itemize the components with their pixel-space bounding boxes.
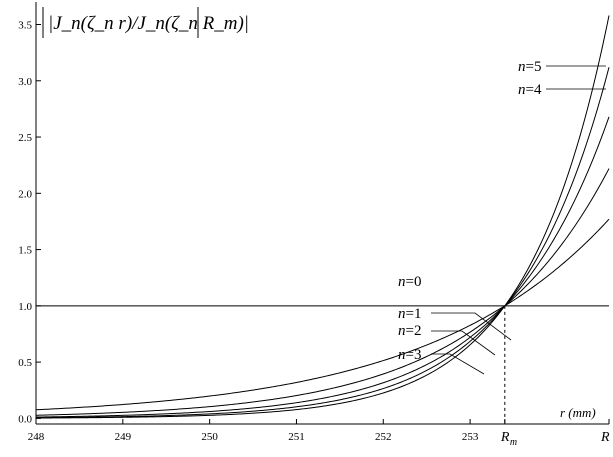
- series-line: [35, 218, 610, 411]
- y-tick-label: 3.5: [18, 20, 32, 32]
- series-label: n=5: [518, 59, 541, 75]
- x-tick-label: 251: [288, 431, 305, 443]
- series-line: [35, 116, 610, 418]
- x-special-tick-subscript: m: [510, 437, 517, 448]
- x-special-tick-label: R: [600, 430, 610, 445]
- x-axis-label: r (mm): [560, 405, 596, 420]
- x-tick-label: 249: [115, 431, 132, 443]
- y-tick-label: 1.0: [18, 301, 32, 313]
- y-ticks: 0.0 0.5 1.0 1.5 2.0 2.5 3.0 3.5: [18, 20, 41, 425]
- x-special-tick-label: R: [500, 430, 510, 445]
- x-tick-label: 248: [28, 431, 45, 443]
- y-tick-label: 1.5: [18, 245, 32, 257]
- leader-line: [431, 330, 496, 356]
- series-label: n=4: [518, 82, 542, 98]
- y-tick-label: 2.0: [18, 188, 32, 200]
- leader-line: [431, 312, 512, 341]
- series-label: n=2: [398, 323, 421, 339]
- y-tick-label: 0.5: [18, 357, 32, 369]
- y-tick-label: 2.5: [18, 132, 32, 144]
- y-tick-label: 3.0: [18, 76, 32, 88]
- series-line: [35, 15, 610, 419]
- y-axis-label: |J_n(ζ_n r)/J_n(ζ_n R_m)|: [48, 13, 249, 34]
- series-line: [35, 67, 610, 419]
- series-curves: [35, 15, 610, 424]
- series-label: n=0: [398, 274, 421, 290]
- y-tick-label: 0.0: [18, 413, 32, 425]
- x-tick-label: 253: [462, 431, 479, 443]
- series-labels: n=0 n=1n=2 n=3 n=4 n=5: [398, 59, 542, 363]
- y-axis-title: |J_n(ζ_n r)/J_n(ζ_n R_m)|: [42, 7, 249, 38]
- x-tick-label: 252: [375, 431, 392, 443]
- series-label: n=1: [398, 306, 421, 322]
- series-line: [35, 168, 610, 416]
- x-tick-label: 250: [201, 431, 218, 443]
- leader-line: [431, 353, 485, 375]
- label-leaders: [431, 65, 606, 375]
- series-label: n=3: [398, 347, 421, 363]
